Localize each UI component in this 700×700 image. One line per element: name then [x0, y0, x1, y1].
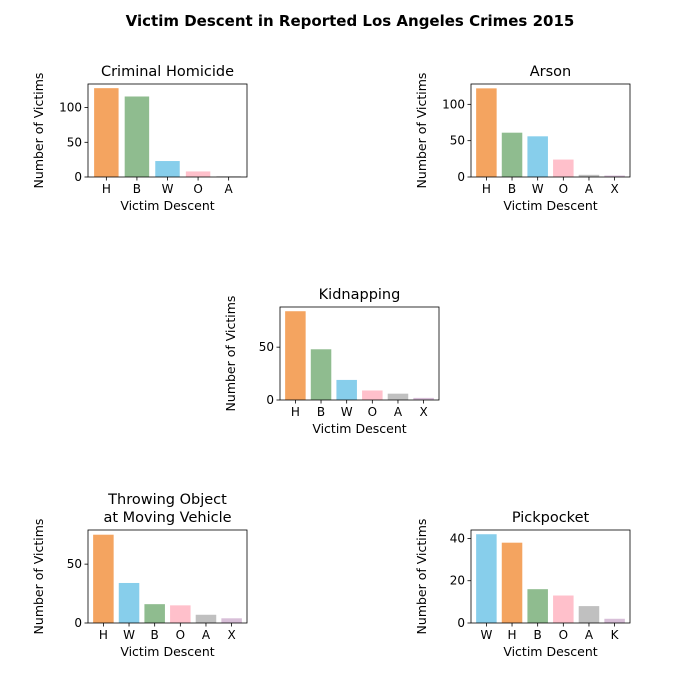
x-tick-label: H: [482, 182, 491, 196]
bar-W: [527, 136, 548, 177]
y-tick-label: 100: [59, 101, 82, 115]
subplot-title: Arson: [530, 64, 572, 80]
x-tick-label: A: [585, 628, 594, 642]
chart-panel-3: H W B O A X 0 50 Throwing Object at Moving Vehicl…: [31, 492, 248, 659]
y-tick-label: 0: [457, 170, 465, 184]
y-tick-label: 20: [450, 574, 465, 588]
x-tick-label: H: [508, 628, 517, 642]
bar-H: [285, 311, 306, 400]
x-tick-label: H: [99, 628, 108, 642]
bar-O: [553, 159, 574, 177]
bar-X: [604, 175, 625, 177]
chart-panel-4: W H B O A K 0 20 40 Pickpocket Victim Descent Numbe…: [414, 510, 631, 659]
bar-H: [476, 88, 497, 177]
bar-O: [170, 605, 191, 623]
x-tick-label: A: [394, 405, 403, 419]
x-axis-label: Victim Descent: [503, 644, 597, 659]
bar-A: [387, 393, 409, 400]
bar-H: [94, 88, 119, 177]
x-axis-label: Victim Descent: [312, 421, 406, 436]
bar-B: [527, 589, 548, 623]
bar-K: [604, 618, 625, 623]
y-tick-label: 40: [450, 531, 465, 545]
chart-panel-0: H B W O A 0 50 100 Criminal Homicide Victim Desce…: [31, 64, 248, 213]
y-tick-label: 100: [442, 97, 465, 111]
x-tick-label: B: [317, 405, 325, 419]
y-tick-label: 50: [259, 340, 274, 354]
x-axis-label: Victim Descent: [503, 198, 597, 213]
x-tick-label: K: [611, 628, 620, 642]
chart-panel-1: H B W O A X 0 50 100 Arson Victim Descent Number of…: [414, 64, 631, 213]
x-tick-label: W: [162, 182, 174, 196]
chart-panel-2: H B W O A X 0 50 Kidnapping Victim Descent Number …: [223, 287, 440, 436]
x-tick-label: X: [610, 182, 618, 196]
y-axis-label: Number of Victims: [31, 73, 46, 189]
x-tick-label: A: [585, 182, 594, 196]
bar-X: [413, 397, 434, 400]
x-tick-label: H: [291, 405, 300, 419]
x-tick-label: H: [102, 182, 111, 196]
x-tick-label: O: [368, 405, 377, 419]
x-tick-label: X: [227, 628, 235, 642]
bar-O: [553, 595, 574, 623]
x-tick-label: O: [559, 628, 568, 642]
y-axis-label: Number of Victims: [31, 519, 46, 635]
axes-frame: [87, 83, 248, 178]
axes-frame: [87, 529, 248, 624]
x-tick-label: O: [559, 182, 568, 196]
y-tick-label: 0: [457, 616, 465, 630]
bar-W: [118, 582, 140, 623]
x-tick-label: B: [508, 182, 516, 196]
x-tick-label: O: [193, 182, 202, 196]
subplot-title: Pickpocket: [512, 510, 590, 526]
bar-B: [310, 349, 332, 400]
x-tick-label: B: [133, 182, 141, 196]
bar-A: [578, 174, 600, 177]
bar-A: [578, 606, 600, 623]
x-tick-label: A: [202, 628, 211, 642]
bar-W: [155, 161, 180, 177]
bar-O: [362, 390, 383, 400]
y-tick-label: 50: [67, 557, 82, 571]
subplot-title: Kidnapping: [319, 287, 401, 303]
subplot-title: at Moving Vehicle: [103, 510, 231, 526]
x-tick-label: W: [480, 628, 492, 642]
x-tick-label: B: [151, 628, 159, 642]
x-tick-label: B: [534, 628, 542, 642]
y-tick-label: 0: [266, 393, 274, 407]
x-axis-label: Victim Descent: [120, 198, 214, 213]
bar-O: [185, 171, 211, 177]
figure-title: Victim Descent in Reported Los Angeles C…: [126, 12, 575, 30]
y-axis-label: Number of Victims: [414, 73, 429, 189]
y-axis-label: Number of Victims: [414, 519, 429, 635]
bar-W: [476, 534, 497, 623]
axes-frame: [470, 529, 631, 624]
bar-X: [221, 618, 242, 623]
y-axis-label: Number of Victims: [223, 296, 238, 412]
bar-B: [144, 604, 165, 623]
y-tick-label: 0: [74, 616, 82, 630]
y-tick-label: 0: [74, 170, 82, 184]
y-tick-label: 50: [450, 134, 465, 148]
bar-H: [501, 542, 523, 623]
y-tick-label: 50: [67, 135, 82, 149]
bar-W: [336, 379, 357, 400]
subplot-title: Throwing Object: [107, 492, 227, 508]
bar-A: [195, 614, 217, 623]
axes-frame: [470, 83, 631, 178]
axes-frame: [279, 306, 440, 401]
x-axis-label: Victim Descent: [120, 644, 214, 659]
subplot-title: Criminal Homicide: [101, 64, 234, 80]
x-tick-label: W: [341, 405, 353, 419]
x-tick-label: W: [123, 628, 135, 642]
x-tick-label: A: [225, 182, 234, 196]
bar-B: [501, 132, 523, 177]
x-tick-label: O: [176, 628, 185, 642]
x-tick-label: X: [419, 405, 427, 419]
bar-H: [93, 534, 114, 623]
bar-B: [124, 96, 150, 177]
x-tick-label: W: [532, 182, 544, 196]
